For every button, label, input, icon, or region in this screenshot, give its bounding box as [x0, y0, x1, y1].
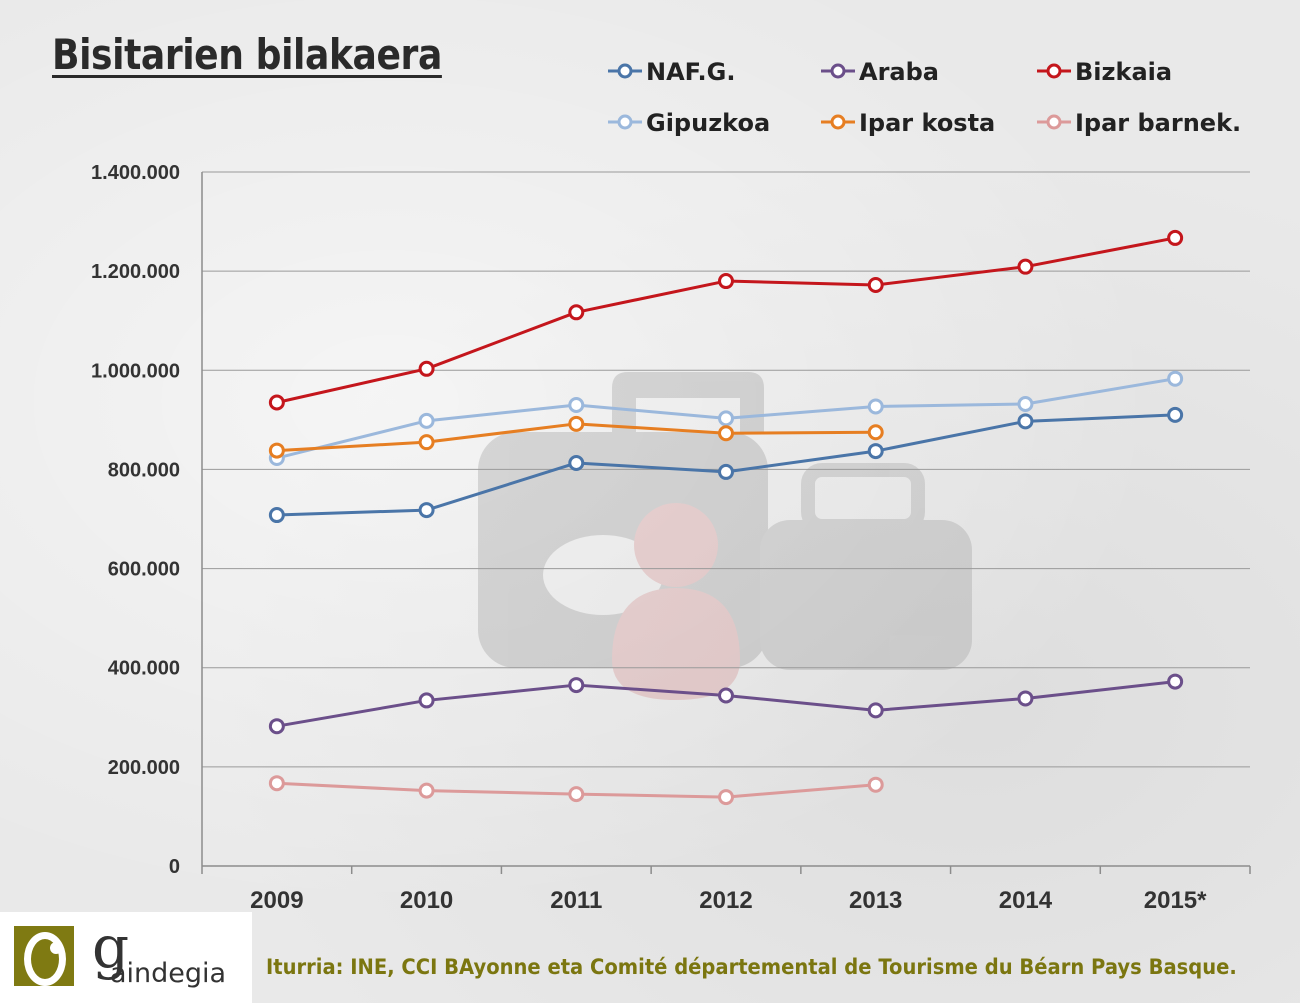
data-point — [1167, 673, 1184, 690]
legend-marker — [830, 114, 846, 130]
legend-label: Bizkaia — [1075, 58, 1172, 86]
data-point — [718, 463, 734, 480]
legend-marker — [617, 114, 633, 130]
data-point — [568, 415, 585, 432]
data-point — [418, 360, 435, 377]
data-point — [568, 396, 585, 413]
legend-item: NAF.G. — [608, 58, 735, 86]
legend-item: Gipuzkoa — [608, 109, 770, 137]
data-point — [568, 454, 585, 471]
x-tick-label: 2014 — [999, 887, 1053, 914]
data-point — [867, 443, 884, 460]
legend-label: Ipar kosta — [859, 109, 995, 137]
series-bizkaia — [268, 229, 1184, 411]
data-point — [268, 718, 285, 735]
data-point — [268, 394, 285, 411]
data-point — [1167, 229, 1184, 246]
y-tick-label: 1.200.000 — [91, 261, 180, 283]
y-tick-label: 1.400.000 — [91, 162, 180, 184]
y-tick-label: 1.000.000 — [91, 360, 180, 382]
legend-marker — [617, 63, 633, 79]
x-tick-label: 2009 — [250, 887, 303, 914]
data-point — [418, 502, 435, 519]
data-point — [718, 789, 734, 806]
legend-label: Gipuzkoa — [646, 109, 770, 137]
legend-item: Bizkaia — [1037, 58, 1172, 86]
data-point — [718, 410, 734, 427]
legend-label: NAF.G. — [646, 58, 735, 86]
data-point — [1017, 690, 1034, 707]
data-point — [867, 776, 884, 793]
series-naf-g — [268, 406, 1184, 524]
legend-marker — [830, 63, 846, 79]
data-point — [718, 687, 734, 704]
data-point — [1017, 395, 1034, 412]
series-gipuzkoa — [268, 370, 1184, 467]
legend-item: Ipar barnek. — [1037, 109, 1241, 137]
source-note: Iturria: INE, CCI BAyonne eta Comité dép… — [266, 955, 1237, 979]
data-point — [718, 425, 734, 442]
x-tick-label: 2010 — [400, 887, 453, 914]
x-tick-label: 2013 — [849, 887, 902, 914]
axes: 0 200.000 400.000 600.000 800.000 1.000.000 1.… — [91, 162, 1251, 914]
y-tick-label: 200.000 — [108, 757, 180, 779]
legend-label: Araba — [859, 58, 939, 86]
data-point — [418, 782, 435, 799]
y-tick-label: 800.000 — [108, 459, 180, 481]
legend-marker — [1046, 114, 1062, 130]
data-point — [568, 304, 585, 321]
data-point — [568, 677, 585, 694]
data-point — [867, 398, 884, 415]
legend: NAF.G. Araba Bizkaia Gipuzkoa Ipar kosta Ipar… — [608, 58, 1241, 137]
legend-item: Araba — [821, 58, 939, 86]
data-point — [867, 702, 884, 719]
logo-mark-icon — [14, 926, 74, 986]
data-point — [867, 277, 884, 294]
gaindegia-logo: g aindegia — [0, 912, 252, 1003]
series-ipar-kosta — [268, 415, 884, 459]
data-point — [1167, 370, 1184, 387]
data-point — [718, 273, 734, 290]
data-point — [418, 692, 435, 709]
x-tick-label: 2011 — [550, 887, 602, 914]
page-title: Bisitarien bilakaera — [52, 30, 442, 79]
data-point — [1017, 413, 1034, 430]
y-tick-label: 400.000 — [108, 658, 180, 680]
legend-label: Ipar barnek. — [1075, 109, 1241, 137]
data-point — [418, 434, 435, 451]
x-tick-label: 2015* — [1144, 887, 1207, 914]
logo-initial: g — [92, 913, 130, 981]
series — [268, 229, 1184, 806]
data-point — [268, 442, 285, 459]
y-tick-label: 600.000 — [108, 559, 180, 581]
data-point — [268, 775, 285, 792]
logo-name: aindegia — [110, 958, 227, 989]
suitcase-traveler-watermark-icon — [478, 372, 972, 700]
data-point — [867, 424, 884, 441]
series-ipar-barnek — [268, 775, 884, 806]
data-point — [418, 412, 435, 429]
series-araba — [268, 673, 1184, 735]
legend-item: Ipar kosta — [821, 109, 995, 137]
data-point — [268, 507, 285, 524]
x-tick-label: 2012 — [699, 887, 752, 914]
data-point — [1017, 258, 1034, 275]
legend-marker — [1046, 63, 1062, 79]
data-point — [1167, 406, 1184, 423]
data-point — [568, 786, 585, 803]
y-tick-label: 0 — [169, 856, 180, 878]
